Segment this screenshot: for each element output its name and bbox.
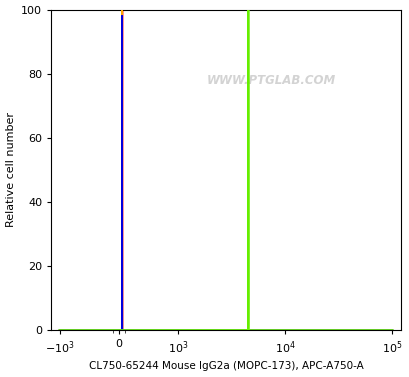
Y-axis label: Relative cell number: Relative cell number [6, 112, 16, 227]
Text: WWW.PTGLAB.COM: WWW.PTGLAB.COM [207, 74, 336, 87]
X-axis label: CL750-65244 Mouse IgG2a (MOPC-173), APC-A750-A: CL750-65244 Mouse IgG2a (MOPC-173), APC-… [89, 362, 363, 371]
